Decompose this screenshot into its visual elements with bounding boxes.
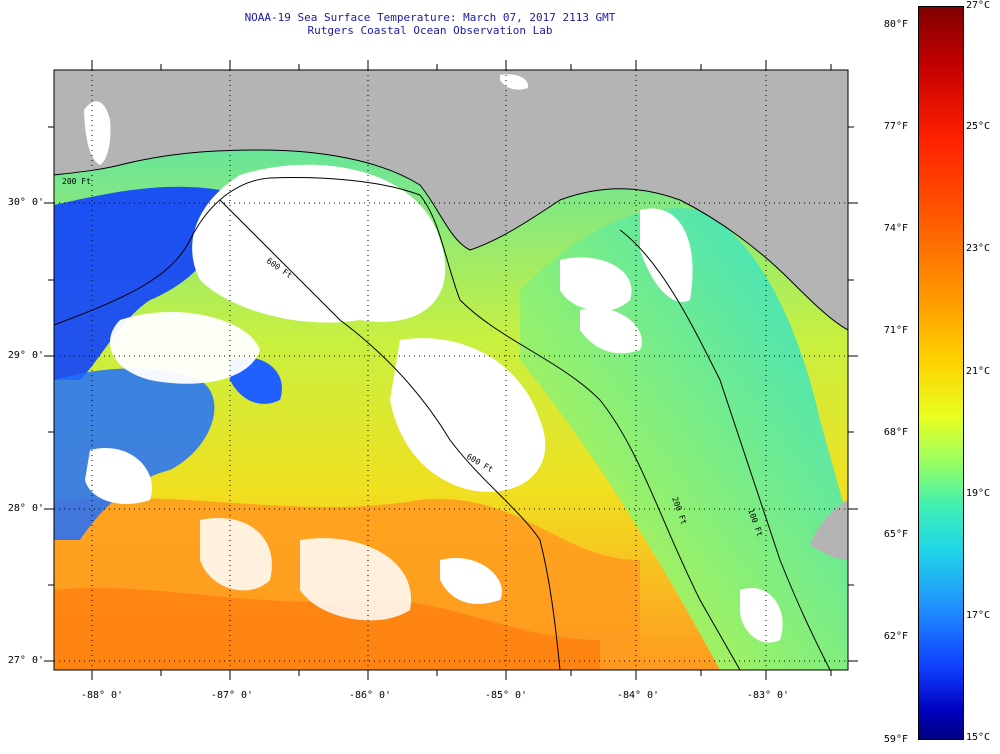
map-title: NOAA-19 Sea Surface Temperature: March 0… [244, 11, 616, 24]
celsius-label: 21°C [966, 366, 991, 377]
cloud-cover [640, 208, 693, 302]
warmer-water-region [54, 587, 600, 670]
cloud-cover [560, 257, 632, 311]
celsius-label: 25°C [966, 121, 991, 132]
fahrenheit-label: 65°F [883, 529, 908, 540]
isobath-shallow [54, 177, 741, 670]
longitude-label: -84° 0' [616, 690, 660, 701]
longitude-label: -87° 0' [210, 690, 254, 701]
map-subtitle: Rutgers Coastal Ocean Observation Lab [307, 24, 553, 37]
fahrenheit-label: 59°F [883, 734, 908, 745]
map-frame [53, 69, 849, 671]
cool-water-region [54, 368, 215, 540]
fahrenheit-label: 77°F [883, 121, 908, 132]
longitude-label: -85° 0' [484, 690, 528, 701]
land-mass [810, 500, 848, 560]
cold-water-region [54, 186, 226, 380]
cloud-cover [390, 338, 546, 492]
latitude-label: 30° 0' [7, 197, 44, 208]
latitude-label: 27° 0' [7, 655, 44, 666]
inland-cloud [500, 74, 529, 90]
graticule [54, 70, 848, 670]
cloud-cover [200, 518, 272, 591]
cloud-cover [192, 164, 446, 323]
celsius-label: 27°C [966, 0, 991, 11]
celsius-label: 17°C [966, 610, 991, 621]
land-mass [54, 70, 848, 330]
temperature-colorbar [918, 6, 964, 740]
isobath-shelf [619, 229, 831, 670]
cloud-cover [740, 588, 783, 643]
fahrenheit-label: 74°F [883, 223, 908, 234]
fahrenheit-label: 68°F [883, 427, 908, 438]
axis-ticks [44, 60, 858, 680]
cloud-cover [110, 311, 260, 384]
celsius-label: 23°C [966, 243, 991, 254]
celsius-label: 15°C [966, 732, 991, 743]
fahrenheit-label: 80°F [883, 19, 908, 30]
latitude-label: 29° 0' [7, 350, 44, 361]
latitude-label: 28° 0' [7, 503, 44, 514]
celsius-label: 19°C [966, 488, 991, 499]
coastline [54, 149, 848, 331]
longitude-label: -83° 0' [746, 690, 790, 701]
isobath-deep [219, 199, 561, 670]
fahrenheit-label: 71°F [883, 325, 908, 336]
cloud-cover [440, 558, 502, 604]
fahrenheit-label: 62°F [883, 631, 908, 642]
cloud-cover [85, 448, 152, 504]
longitude-label: -86° 0' [348, 690, 392, 701]
longitude-label: -88° 0' [80, 690, 124, 701]
cloud-cover [300, 538, 412, 621]
isobath-label: 200 Ft [62, 177, 91, 186]
inland-cloud [84, 101, 111, 165]
cloud-cover [580, 308, 642, 354]
